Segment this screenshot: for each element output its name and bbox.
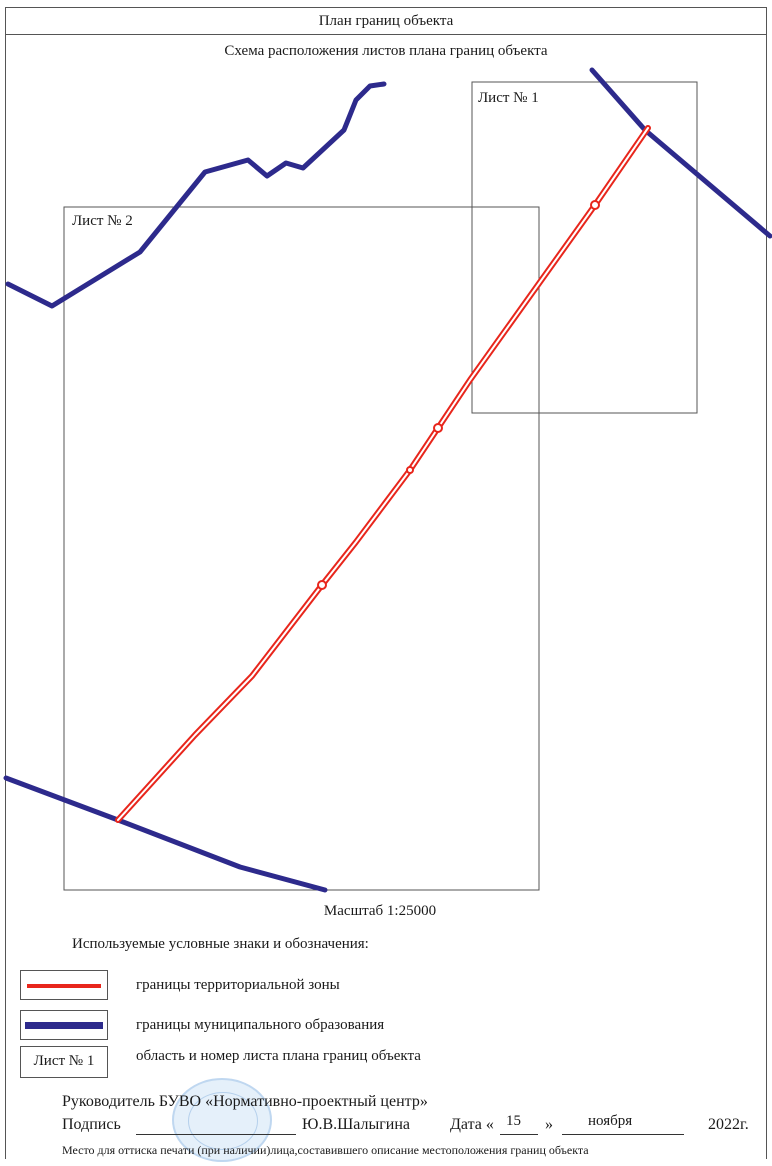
legend-swatch-zone	[20, 970, 108, 1000]
legend-text-sheet: область и номер листа плана границ объек…	[136, 1048, 421, 1064]
legend-title: Используемые условные знаки и обозначени…	[72, 936, 369, 952]
date-month: ноября	[588, 1113, 633, 1129]
sheet-frame-2	[63, 206, 540, 891]
municipal-boundary-lower	[3, 775, 328, 893]
sheet-frame-1	[471, 81, 698, 414]
municipal-boundary-right	[589, 67, 772, 239]
date-label: Дата «	[450, 1116, 494, 1133]
map-scale: Масштаб 1:25000	[323, 903, 437, 919]
legend-sheet-box-label: Лист № 1	[33, 1053, 95, 1069]
scheme-title: Схема расположения листов плана границ о…	[224, 43, 548, 59]
date-day: 15	[506, 1113, 521, 1129]
signature-block: Руководитель БУВО «Нормативно-проектный …	[62, 1093, 428, 1111]
legend-swatch-sheet: Лист № 1	[20, 1046, 108, 1078]
page-title: План границ объекта	[5, 7, 767, 35]
date-quote-close: »	[545, 1116, 553, 1133]
date-year: 2022г.	[708, 1116, 749, 1133]
sheet-label-1: Лист № 1	[478, 90, 539, 106]
legend-text-zone: границы территориальной зоны	[136, 977, 340, 993]
stamp-note: Место для оттиска печати (при наличии)ли…	[62, 1143, 589, 1157]
day-line	[500, 1134, 538, 1135]
legend-swatch-municipal	[20, 1010, 108, 1040]
signature-line	[136, 1134, 296, 1135]
signer-name: Ю.В.Шалыгина	[302, 1116, 411, 1133]
month-line	[562, 1134, 684, 1135]
sign-label: Подпись	[62, 1116, 121, 1133]
zone-boundary	[115, 125, 651, 823]
sheet-label-2: Лист № 2	[72, 213, 133, 229]
municipal-boundary-upper	[5, 81, 387, 309]
org-line: Руководитель БУВО «Нормативно-проектный …	[62, 1093, 428, 1110]
stamp-seal	[172, 1078, 272, 1162]
legend-text-municipal: границы муниципального образования	[136, 1017, 385, 1033]
